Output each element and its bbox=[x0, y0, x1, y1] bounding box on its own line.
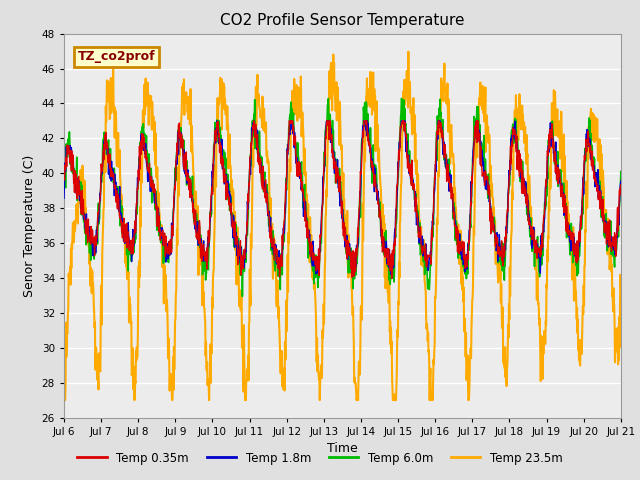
Title: CO2 Profile Sensor Temperature: CO2 Profile Sensor Temperature bbox=[220, 13, 465, 28]
Text: TZ_co2prof: TZ_co2prof bbox=[78, 50, 156, 63]
Temp 1.8m bbox=[170, 192, 178, 197]
Legend: Temp 0.35m, Temp 1.8m, Temp 6.0m, Temp 23.5m: Temp 0.35m, Temp 1.8m, Temp 6.0m, Temp 2… bbox=[73, 447, 567, 469]
Temp 0.35m bbox=[502, 236, 510, 241]
Temp 0.35m bbox=[552, 169, 559, 175]
X-axis label: Time: Time bbox=[327, 442, 358, 455]
Temp 6.0m bbox=[170, 196, 178, 202]
Temp 6.0m bbox=[239, 293, 246, 299]
Temp 1.8m bbox=[213, 118, 221, 124]
Temp 23.5m bbox=[246, 285, 254, 290]
Temp 0.35m bbox=[250, 118, 258, 124]
Temp 23.5m bbox=[429, 374, 437, 380]
Temp 1.8m bbox=[387, 271, 395, 277]
Temp 6.0m bbox=[184, 181, 191, 187]
Y-axis label: Senor Temperature (C): Senor Temperature (C) bbox=[23, 155, 36, 297]
Temp 6.0m bbox=[60, 162, 68, 168]
Line: Temp 1.8m: Temp 1.8m bbox=[64, 121, 621, 274]
Temp 1.8m bbox=[246, 171, 254, 177]
Temp 23.5m bbox=[184, 108, 191, 114]
Temp 23.5m bbox=[617, 285, 625, 291]
Temp 6.0m bbox=[502, 239, 510, 244]
Temp 0.35m bbox=[246, 154, 254, 160]
Temp 0.35m bbox=[388, 276, 396, 281]
Temp 1.8m bbox=[552, 156, 559, 161]
Temp 6.0m bbox=[617, 168, 625, 174]
Temp 0.35m bbox=[429, 208, 437, 214]
Temp 6.0m bbox=[397, 96, 405, 101]
Temp 23.5m bbox=[551, 89, 559, 95]
Temp 1.8m bbox=[60, 195, 68, 201]
Temp 23.5m bbox=[502, 363, 509, 369]
Temp 6.0m bbox=[246, 152, 254, 158]
Temp 23.5m bbox=[60, 397, 68, 403]
Temp 0.35m bbox=[184, 170, 191, 176]
Temp 23.5m bbox=[404, 49, 412, 55]
Temp 1.8m bbox=[502, 224, 510, 229]
Temp 0.35m bbox=[60, 167, 68, 173]
Temp 1.8m bbox=[617, 178, 625, 184]
Temp 0.35m bbox=[170, 193, 178, 199]
Temp 0.35m bbox=[617, 182, 625, 188]
Temp 6.0m bbox=[552, 157, 559, 163]
Temp 1.8m bbox=[184, 167, 191, 173]
Line: Temp 23.5m: Temp 23.5m bbox=[64, 52, 621, 400]
Line: Temp 6.0m: Temp 6.0m bbox=[64, 98, 621, 296]
Temp 6.0m bbox=[429, 222, 437, 228]
Line: Temp 0.35m: Temp 0.35m bbox=[64, 121, 621, 278]
Temp 23.5m bbox=[170, 367, 178, 372]
Temp 1.8m bbox=[429, 210, 437, 216]
